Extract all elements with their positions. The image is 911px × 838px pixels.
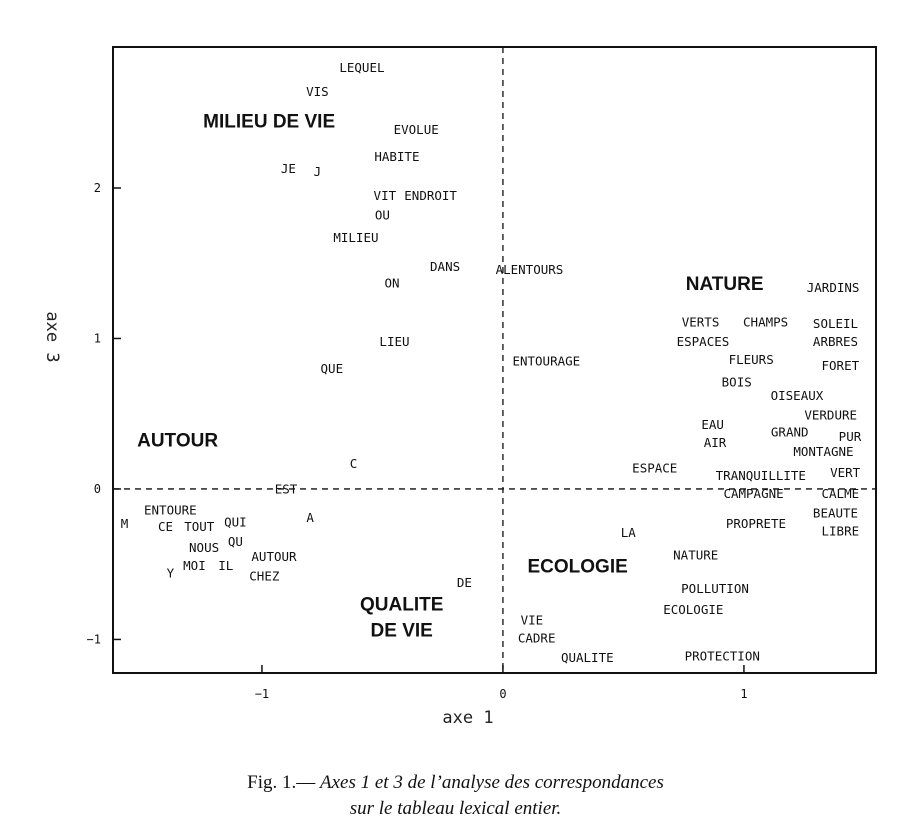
word-point: VERT — [830, 465, 861, 480]
word-point: VERDURE — [804, 408, 857, 423]
word-point: VERTS — [682, 314, 720, 329]
word-point: ESPACE — [632, 460, 677, 475]
word-point: ECOLOGIE — [663, 602, 723, 617]
word-point: QUALITE — [561, 650, 614, 665]
word-point: EAU — [701, 417, 724, 432]
cluster-label: MILIEU DE VIE — [203, 111, 335, 132]
cluster-label: ECOLOGIE — [527, 557, 627, 578]
word-point: M — [121, 516, 129, 531]
word-point: CHAMPS — [743, 314, 788, 329]
x-tick-label: −1 — [255, 687, 269, 701]
word-point: CAMPAGNE — [723, 486, 783, 501]
word-point: A — [306, 510, 314, 525]
word-point: JARDINS — [807, 280, 860, 295]
word-point: OU — [375, 208, 390, 223]
word-point: CADRE — [518, 630, 556, 645]
word-point: QUE — [321, 361, 344, 376]
word-point: EST — [275, 481, 298, 496]
word-point: C — [350, 456, 358, 471]
caption-text-1: Axes 1 et 3 de l’analyse des corresponda… — [320, 772, 664, 793]
word-point: J — [314, 164, 322, 179]
word-point: ESPACES — [677, 334, 730, 349]
caption-text-2: sur le tableau lexical entier. — [349, 798, 562, 819]
word-point: QU — [228, 534, 243, 549]
cluster-label: QUALITE — [360, 594, 443, 615]
word-point: BOIS — [722, 375, 752, 390]
word-point: CALME — [822, 486, 860, 501]
word-point: LIEU — [379, 334, 409, 349]
cluster-label: AUTOUR — [137, 430, 218, 451]
word-point: ALENTOURS — [496, 262, 564, 277]
word-point: MILIEU — [333, 230, 378, 245]
word-point: MONTAGNE — [793, 444, 853, 459]
word-point: SOLEIL — [813, 316, 858, 331]
x-axis-label: axe 1 — [442, 708, 493, 728]
word-point: FLEURS — [729, 352, 774, 367]
word-point: CE — [158, 519, 173, 534]
word-point: PUR — [839, 429, 862, 444]
word-point: ENTOURAGE — [512, 354, 580, 369]
word-point: VIS — [306, 84, 329, 99]
word-point: TRANQUILLITE — [716, 468, 806, 483]
figure-caption-line-2: sur le tableau lexical entier. — [0, 798, 911, 820]
word-point: OISEAUX — [771, 388, 824, 403]
word-point: GRAND — [771, 424, 809, 439]
word-point: LIBRE — [822, 524, 860, 539]
figure-caption-line-1: Fig. 1.— Axes 1 et 3 de l’analyse des co… — [0, 772, 911, 794]
cluster-label: NATURE — [686, 274, 764, 295]
y-tick-label: 1 — [94, 331, 101, 345]
x-tick-label: 1 — [740, 687, 747, 701]
word-point: LEQUEL — [339, 60, 384, 75]
word-point: TOUT — [184, 519, 215, 534]
word-point: PROPRETE — [726, 516, 786, 531]
y-axis-label: axe 3 — [42, 311, 62, 362]
word-point: JE — [281, 161, 296, 176]
y-tick-label: 2 — [94, 181, 101, 195]
word-point: ENTOURE — [144, 503, 197, 518]
word-point: LA — [621, 525, 637, 540]
word-point: VIE — [521, 612, 544, 627]
word-point: ON — [385, 275, 400, 290]
word-point: FORET — [822, 358, 860, 373]
word-point: Y — [167, 566, 175, 581]
word-point: QUI — [224, 515, 247, 530]
y-tick-label: −1 — [87, 632, 101, 646]
word-point: AIR — [704, 435, 727, 450]
word-point: CHEZ — [249, 569, 280, 584]
word-point: IL — [218, 558, 233, 573]
plot-frame — [112, 46, 877, 674]
x-tick-label: 0 — [499, 687, 506, 701]
word-point: NATURE — [673, 548, 718, 563]
word-point: HABITE — [374, 149, 419, 164]
cluster-label: DE VIE — [371, 620, 433, 641]
word-point: MOI — [183, 558, 206, 573]
word-point: VIT — [374, 188, 397, 203]
word-point: AUTOUR — [251, 549, 297, 564]
word-point: EVOLUE — [394, 122, 439, 137]
word-point: DANS — [430, 259, 460, 274]
word-point: PROTECTION — [685, 648, 760, 663]
word-point: DE — [457, 575, 472, 590]
word-point: NOUS — [189, 540, 219, 555]
y-tick-label: 0 — [94, 482, 101, 496]
word-point: ENDROIT — [404, 188, 457, 203]
word-point: POLLUTION — [681, 581, 749, 596]
caption-prefix: Fig. 1.— — [247, 772, 320, 793]
word-point: BEAUTE — [813, 506, 858, 521]
word-point: ARBRES — [813, 334, 858, 349]
